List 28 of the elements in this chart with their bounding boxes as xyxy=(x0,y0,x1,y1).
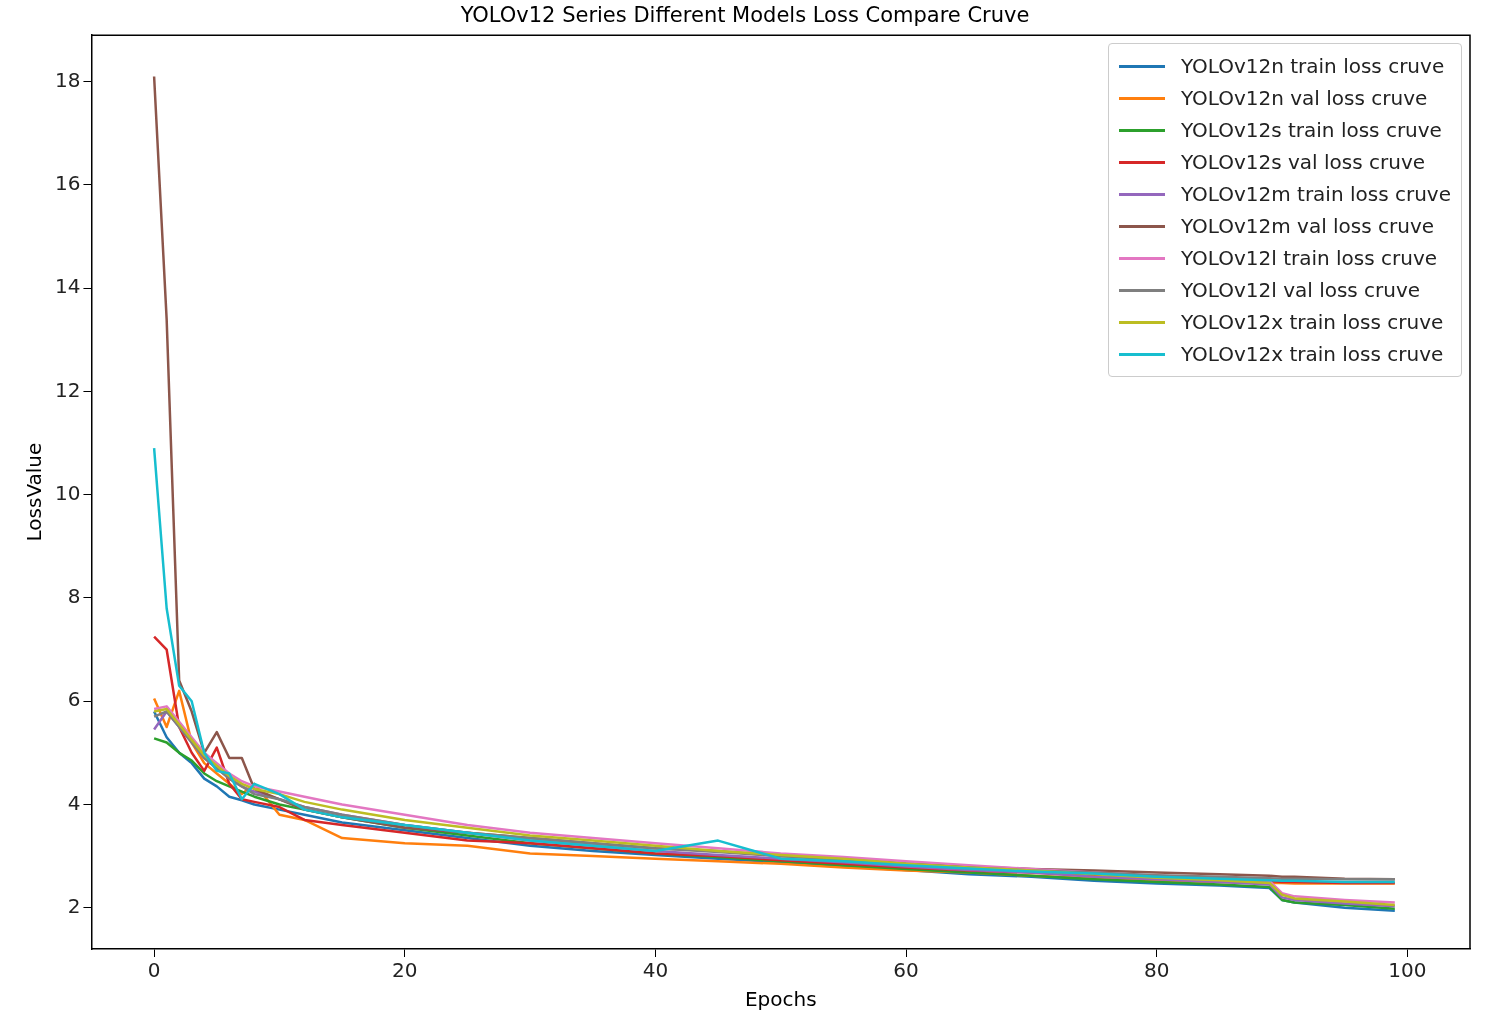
legend-label: YOLOv12l val loss cruve xyxy=(1180,278,1421,303)
legend-label: YOLOv12x train loss cruve xyxy=(1180,310,1444,335)
legend-label: YOLOv12n train loss cruve xyxy=(1180,54,1445,79)
x-tick-label: 100 xyxy=(1388,958,1427,983)
x-tick-label: 60 xyxy=(893,958,919,983)
x-axis-title: Epochs xyxy=(744,987,817,1012)
y-tick-label: 2 xyxy=(67,893,81,918)
y-tick-label: 16 xyxy=(55,171,81,196)
x-tick-label: 40 xyxy=(642,958,669,983)
y-tick-label: 18 xyxy=(55,67,81,92)
legend-label: YOLOv12n val loss cruve xyxy=(1180,86,1428,111)
y-tick-label: 10 xyxy=(55,480,81,505)
y-tick-label: 4 xyxy=(67,790,81,815)
y-tick-label: 8 xyxy=(67,584,81,609)
legend-label: YOLOv12m train loss cruve xyxy=(1180,182,1451,207)
legend-label: YOLOv12s val loss cruve xyxy=(1180,150,1426,175)
y-axis-title: LossValue xyxy=(22,442,47,542)
legend-label: YOLOv12l train loss cruve xyxy=(1180,246,1438,271)
legend-label: YOLOv12x train loss cruve xyxy=(1180,342,1444,367)
x-tick-label: 0 xyxy=(147,958,161,983)
x-tick-label: 20 xyxy=(392,958,418,983)
y-tick-label: 6 xyxy=(67,687,81,712)
legend-label: YOLOv12s train loss cruve xyxy=(1180,118,1442,143)
chart-title: YOLOv12 Series Different Models Loss Compare Cruve xyxy=(459,3,1030,28)
y-tick-label: 14 xyxy=(55,274,81,299)
legend-label: YOLOv12m val loss cruve xyxy=(1180,214,1435,239)
y-tick-label: 12 xyxy=(55,377,81,402)
x-tick-label: 80 xyxy=(1143,958,1170,983)
